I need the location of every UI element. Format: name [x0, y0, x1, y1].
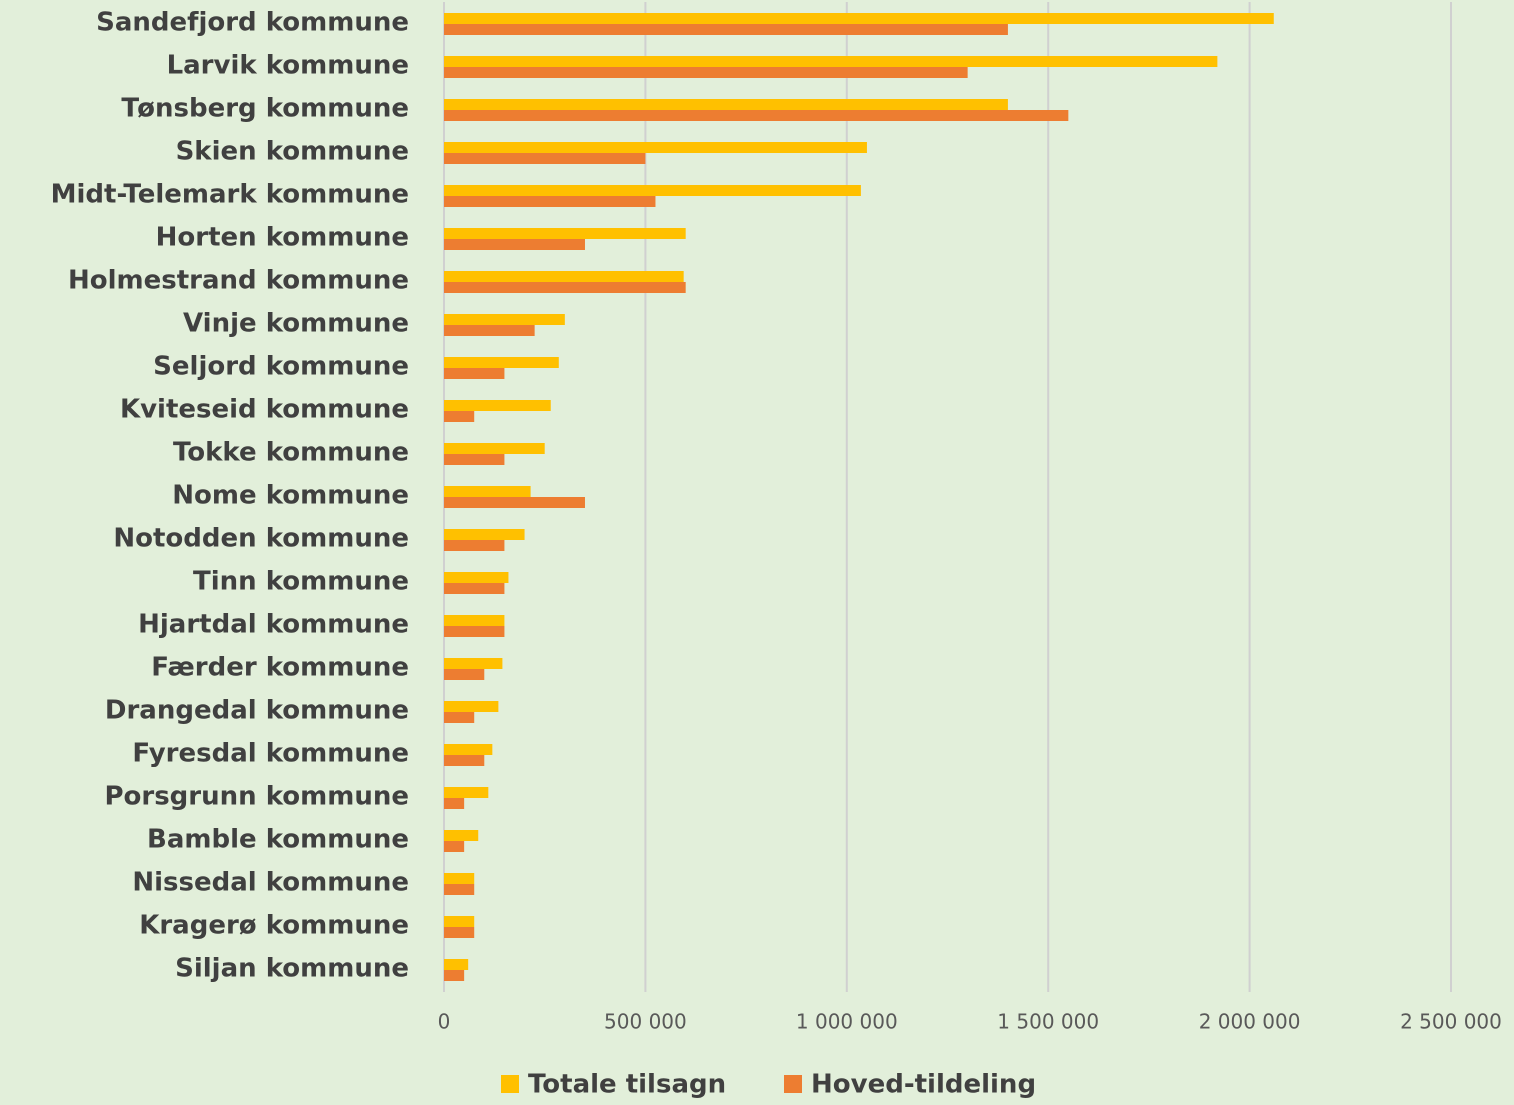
legend-swatch	[501, 1075, 519, 1093]
bar	[444, 486, 531, 497]
y-tick-label: Kragerø kommune	[139, 911, 409, 941]
x-tick-label: 2 000 000	[1199, 1010, 1301, 1034]
bar	[444, 67, 968, 78]
y-tick-label: Midt-Telemark kommune	[51, 180, 409, 210]
y-tick-label: Horten kommune	[156, 223, 409, 253]
x-tick-label: 1 500 000	[997, 1010, 1099, 1034]
bar	[444, 529, 525, 540]
bar	[444, 798, 465, 809]
bar	[444, 669, 485, 680]
bar	[444, 970, 465, 981]
y-tick-label: Holmestrand kommune	[68, 266, 409, 296]
y-tick-label: Larvik kommune	[167, 51, 409, 81]
bar	[444, 701, 499, 712]
x-tick-label: 1 000 000	[796, 1010, 898, 1034]
bar	[444, 99, 1008, 110]
bar	[444, 712, 475, 723]
bar	[444, 443, 545, 454]
bar	[444, 24, 1008, 35]
y-tick-label: Tønsberg kommune	[121, 94, 409, 124]
bar	[444, 497, 585, 508]
bar	[444, 411, 475, 422]
bar	[444, 13, 1274, 24]
bar	[444, 228, 686, 239]
bar	[444, 314, 565, 325]
bar	[444, 185, 861, 196]
bar	[444, 325, 535, 336]
bar	[444, 884, 475, 895]
y-tick-label: Tokke kommune	[173, 438, 409, 468]
bar	[444, 110, 1069, 121]
bar	[444, 830, 479, 841]
bar	[444, 454, 505, 465]
y-tick-label: Skien kommune	[176, 137, 409, 167]
bar	[444, 153, 646, 164]
y-tick-label: Notodden kommune	[113, 524, 409, 554]
bar	[444, 615, 505, 626]
bar	[444, 271, 684, 282]
y-tick-label: Porsgrunn kommune	[104, 782, 409, 812]
bar	[444, 196, 656, 207]
y-tick-label: Hjartdal kommune	[138, 610, 409, 640]
y-tick-label: Vinje kommune	[183, 309, 409, 339]
x-tick-label: 500 000	[604, 1010, 687, 1034]
bar	[444, 583, 505, 594]
x-tick-label: 0	[438, 1010, 451, 1034]
bar	[444, 841, 465, 852]
bar	[444, 282, 686, 293]
bar	[444, 755, 485, 766]
bar	[444, 56, 1218, 67]
y-tick-label: Tinn kommune	[193, 567, 409, 597]
y-tick-label: Sandefjord kommune	[96, 8, 409, 38]
y-tick-label: Kviteseid kommune	[120, 395, 409, 425]
legend-label: Hoved-tildeling	[811, 1070, 1036, 1100]
bar	[444, 658, 503, 669]
bar	[444, 873, 475, 884]
bar	[444, 572, 509, 583]
bar	[444, 787, 489, 798]
bar	[444, 357, 559, 368]
legend-swatch	[784, 1075, 802, 1093]
y-tick-label: Drangedal kommune	[105, 696, 409, 726]
bar	[444, 916, 475, 927]
bar	[444, 368, 505, 379]
x-tick-label: 2 500 000	[1400, 1010, 1502, 1034]
bar	[444, 239, 585, 250]
bar	[444, 959, 469, 970]
bar	[444, 626, 505, 637]
y-tick-label: Siljan kommune	[175, 954, 409, 984]
y-tick-label: Bamble kommune	[147, 825, 409, 855]
bar	[444, 540, 505, 551]
legend-label: Totale tilsagn	[528, 1070, 726, 1100]
bar	[444, 744, 493, 755]
y-tick-label: Nome kommune	[172, 481, 409, 511]
bar	[444, 142, 867, 153]
y-tick-label: Seljord kommune	[153, 352, 409, 382]
bar	[444, 927, 475, 938]
bar	[444, 400, 551, 411]
y-tick-label: Færder kommune	[151, 653, 409, 683]
y-tick-label: Nissedal kommune	[132, 868, 409, 898]
y-tick-label: Fyresdal kommune	[132, 739, 409, 769]
